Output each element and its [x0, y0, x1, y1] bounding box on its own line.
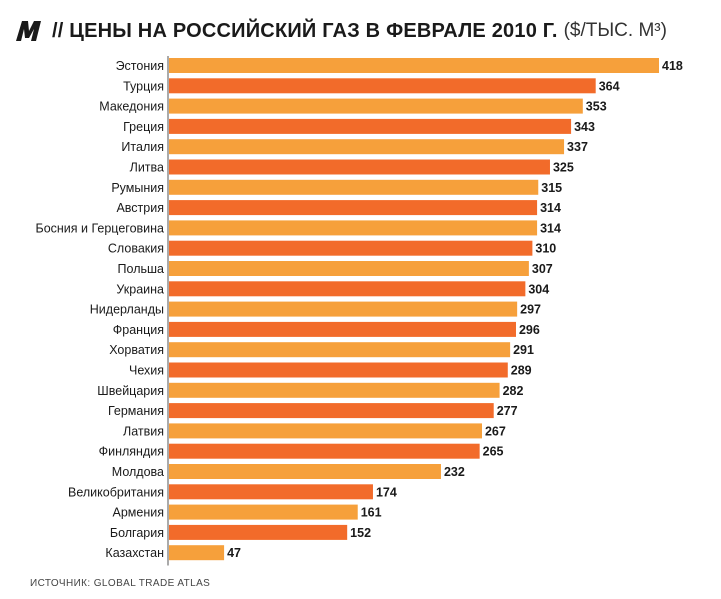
meduza-logo-icon — [16, 21, 41, 41]
value-label: 364 — [599, 79, 620, 93]
chart-unit: ($/ТЫС. М³) — [563, 20, 667, 41]
bar — [169, 301, 518, 317]
category-label: Литва — [130, 161, 164, 175]
category-label: Чехия — [129, 364, 164, 378]
bar — [169, 220, 538, 236]
category-label: Украина — [116, 282, 164, 296]
bar — [169, 403, 494, 419]
bar — [169, 362, 508, 378]
bar — [169, 443, 480, 459]
value-label: 307 — [532, 262, 553, 276]
category-label: Турция — [123, 79, 164, 93]
category-label: Германия — [108, 404, 164, 418]
value-label: 289 — [511, 364, 532, 378]
category-label: Эстония — [116, 59, 164, 73]
value-label: 265 — [483, 445, 504, 459]
category-label: Швейцария — [97, 384, 164, 398]
value-label: 152 — [350, 526, 371, 540]
value-label: 343 — [574, 120, 595, 134]
value-label: 282 — [503, 384, 524, 398]
category-label: Польша — [118, 262, 164, 276]
bar — [169, 139, 565, 155]
value-label: 297 — [520, 303, 541, 317]
value-label: 47 — [227, 546, 241, 560]
value-label: 161 — [361, 506, 382, 520]
value-label: 315 — [541, 181, 562, 195]
value-label: 353 — [586, 100, 607, 114]
category-label: Хорватия — [109, 343, 164, 357]
category-label: Болгария — [110, 526, 164, 540]
category-label: Нидерланды — [90, 303, 164, 317]
bar — [169, 261, 529, 276]
bar — [169, 423, 482, 439]
value-label: 277 — [497, 404, 518, 418]
bar — [169, 484, 373, 500]
bar — [169, 342, 511, 358]
value-label: 314 — [540, 201, 561, 215]
category-label: Греция — [123, 120, 164, 134]
value-label: 337 — [567, 140, 588, 154]
value-label: 296 — [519, 323, 540, 337]
bar-chart: Эстония 418 Турция 364 Македония 353 Греция 343… — [35, 56, 683, 566]
category-label: Армения — [113, 506, 165, 520]
bar — [169, 118, 572, 134]
category-label: Латвия — [123, 424, 164, 438]
bar — [169, 78, 596, 94]
category-label: Македония — [99, 100, 164, 114]
chart-header: // ЦЕНЫ НА РОССИЙСКИЙ ГАЗ В ФЕВРАЛЕ 2010… — [14, 14, 667, 48]
category-label: Австрия — [116, 201, 164, 215]
category-label: Франция — [113, 323, 164, 337]
bar — [169, 321, 516, 337]
value-label: 304 — [528, 282, 549, 296]
bar — [169, 281, 526, 297]
bar — [169, 545, 225, 561]
value-label: 232 — [444, 465, 465, 479]
category-label: Румыния — [111, 181, 164, 195]
value-label: 314 — [540, 221, 561, 235]
bar — [169, 240, 533, 256]
category-label: Италия — [121, 140, 164, 154]
bar — [169, 58, 659, 73]
chart-title: // ЦЕНЫ НА РОССИЙСКИЙ ГАЗ В ФЕВРАЛЕ 2010… — [52, 19, 558, 42]
bar — [169, 159, 550, 175]
value-label: 325 — [553, 161, 574, 175]
value-label: 174 — [376, 485, 397, 499]
value-label: 291 — [513, 343, 534, 357]
category-label: Босния и Герцеговина — [35, 221, 164, 235]
bar — [169, 524, 348, 540]
category-label: Словакия — [108, 242, 164, 256]
category-label: Финляндия — [99, 445, 164, 459]
category-label: Молдова — [112, 465, 164, 479]
bar — [169, 504, 358, 520]
bar — [169, 382, 500, 398]
category-label: Казахстан — [105, 546, 164, 560]
bar — [169, 464, 441, 479]
category-label: Великобритания — [68, 485, 164, 499]
bar — [169, 200, 538, 216]
bar — [169, 98, 583, 114]
value-label: 310 — [535, 242, 556, 256]
value-label: 267 — [485, 424, 506, 438]
bar — [169, 179, 539, 195]
source-note: ИСТОЧНИК: GLOBAL TRADE ATLAS — [30, 578, 211, 589]
value-label: 418 — [662, 59, 683, 73]
